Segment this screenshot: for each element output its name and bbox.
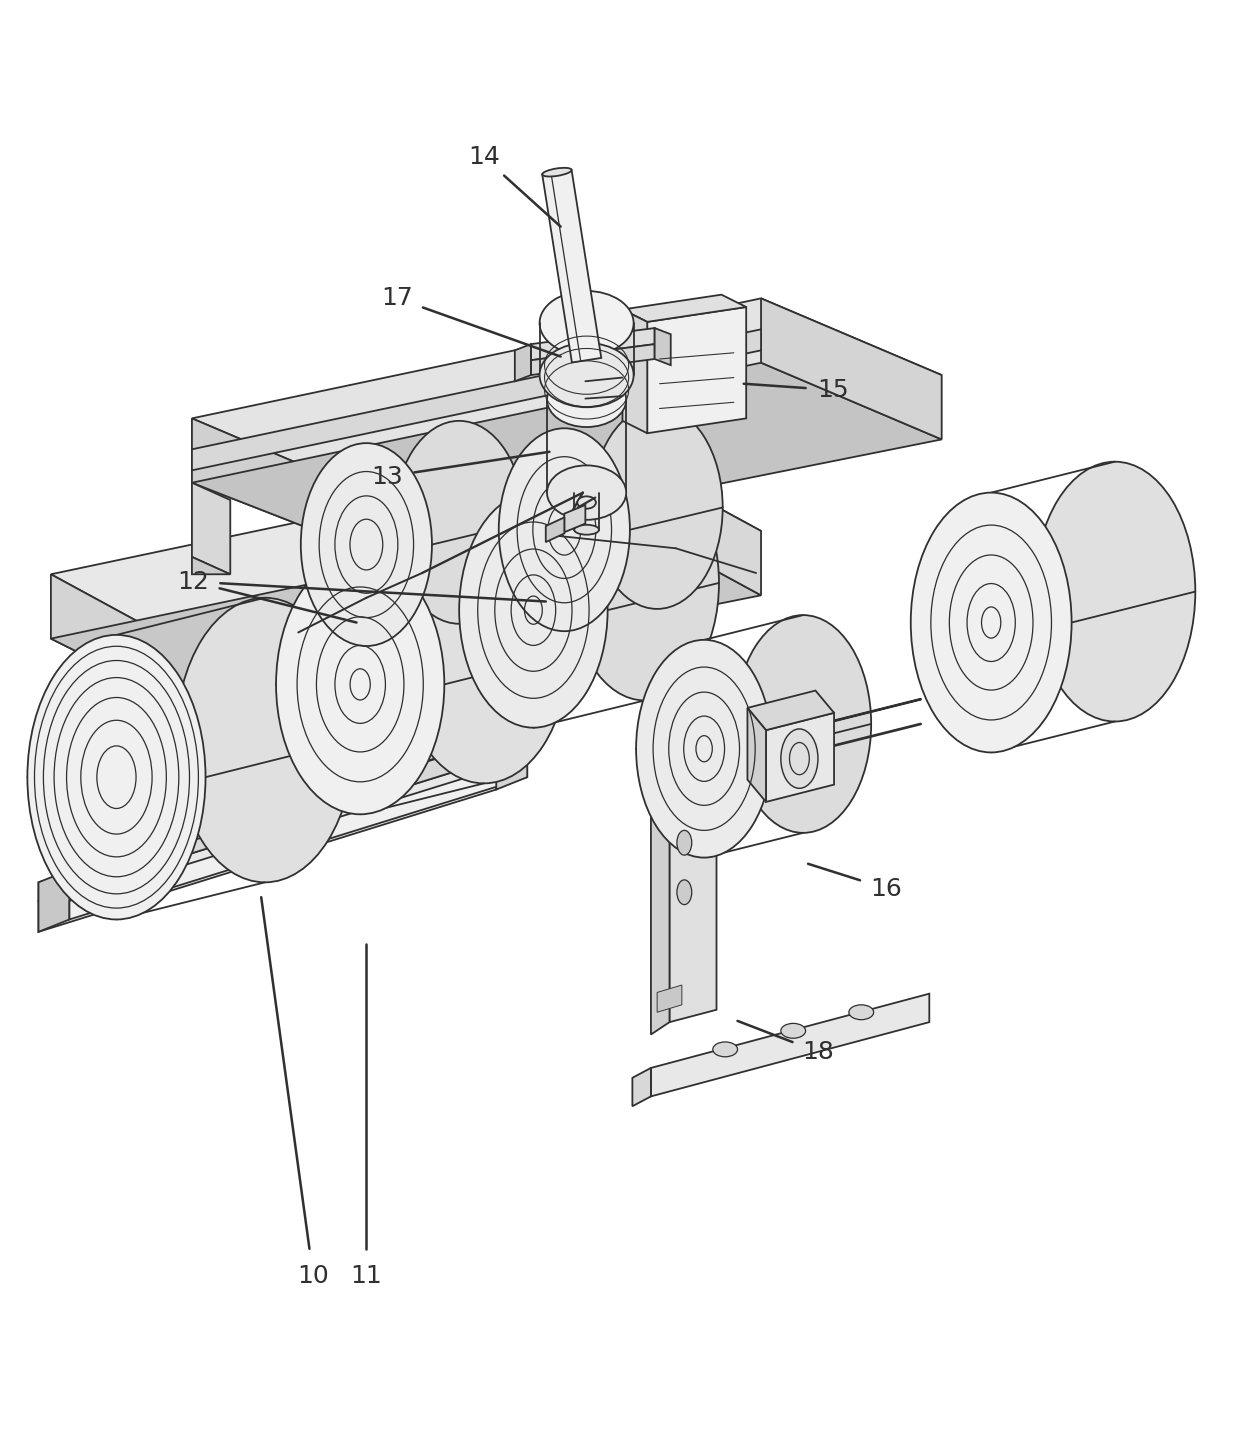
Ellipse shape	[539, 343, 634, 407]
Polygon shape	[515, 343, 531, 381]
Text: 14: 14	[467, 146, 500, 169]
Polygon shape	[384, 674, 459, 773]
Ellipse shape	[547, 466, 626, 519]
Ellipse shape	[578, 496, 596, 509]
Polygon shape	[192, 329, 761, 470]
Polygon shape	[51, 518, 761, 709]
Polygon shape	[622, 294, 746, 322]
Text: 15: 15	[817, 378, 848, 403]
Ellipse shape	[277, 554, 444, 814]
Polygon shape	[38, 759, 496, 932]
Polygon shape	[748, 691, 835, 730]
Ellipse shape	[176, 597, 353, 882]
Polygon shape	[651, 994, 929, 1097]
Ellipse shape	[574, 525, 599, 535]
Polygon shape	[38, 870, 69, 932]
Polygon shape	[542, 170, 601, 362]
Polygon shape	[651, 762, 670, 1035]
Polygon shape	[748, 709, 766, 802]
Polygon shape	[366, 658, 459, 697]
Ellipse shape	[1034, 462, 1195, 722]
Ellipse shape	[677, 880, 692, 905]
Polygon shape	[69, 759, 527, 919]
Ellipse shape	[735, 615, 872, 833]
Text: 18: 18	[802, 1040, 833, 1063]
Polygon shape	[761, 299, 941, 440]
Polygon shape	[192, 557, 231, 574]
Polygon shape	[177, 740, 258, 846]
Ellipse shape	[849, 1004, 874, 1020]
Polygon shape	[655, 328, 671, 365]
Ellipse shape	[910, 492, 1071, 752]
Text: 17: 17	[382, 286, 413, 310]
Ellipse shape	[399, 524, 568, 784]
Ellipse shape	[301, 443, 432, 646]
Polygon shape	[564, 505, 585, 532]
Polygon shape	[192, 299, 941, 495]
Polygon shape	[766, 713, 835, 802]
Ellipse shape	[27, 635, 206, 919]
Ellipse shape	[393, 421, 525, 623]
Text: 12: 12	[177, 570, 210, 593]
Polygon shape	[670, 750, 717, 1022]
Ellipse shape	[542, 167, 572, 176]
Text: 16: 16	[870, 876, 901, 900]
Polygon shape	[362, 697, 384, 782]
Ellipse shape	[781, 729, 818, 788]
Polygon shape	[622, 309, 647, 433]
Polygon shape	[496, 759, 527, 789]
Ellipse shape	[570, 466, 719, 700]
Ellipse shape	[539, 291, 634, 355]
Ellipse shape	[498, 429, 630, 631]
Text: 13: 13	[372, 465, 403, 489]
Polygon shape	[773, 700, 920, 736]
Ellipse shape	[781, 1023, 806, 1038]
Text: 10: 10	[298, 1264, 329, 1287]
Ellipse shape	[677, 830, 692, 856]
Polygon shape	[51, 455, 761, 651]
Ellipse shape	[547, 372, 626, 427]
Polygon shape	[38, 740, 496, 900]
Ellipse shape	[636, 639, 773, 857]
Ellipse shape	[591, 405, 723, 609]
Text: 11: 11	[351, 1264, 382, 1287]
Polygon shape	[531, 343, 655, 375]
Polygon shape	[51, 574, 192, 709]
Polygon shape	[192, 483, 231, 574]
Polygon shape	[192, 362, 941, 553]
Polygon shape	[657, 986, 682, 1012]
Ellipse shape	[459, 492, 608, 727]
Polygon shape	[651, 750, 717, 775]
Polygon shape	[620, 455, 761, 596]
Polygon shape	[159, 724, 258, 765]
Polygon shape	[632, 1068, 651, 1107]
Polygon shape	[546, 518, 564, 543]
Polygon shape	[531, 328, 655, 361]
Polygon shape	[192, 418, 372, 553]
Polygon shape	[647, 307, 746, 433]
Polygon shape	[372, 553, 409, 642]
Ellipse shape	[713, 1042, 738, 1056]
Polygon shape	[153, 765, 177, 854]
